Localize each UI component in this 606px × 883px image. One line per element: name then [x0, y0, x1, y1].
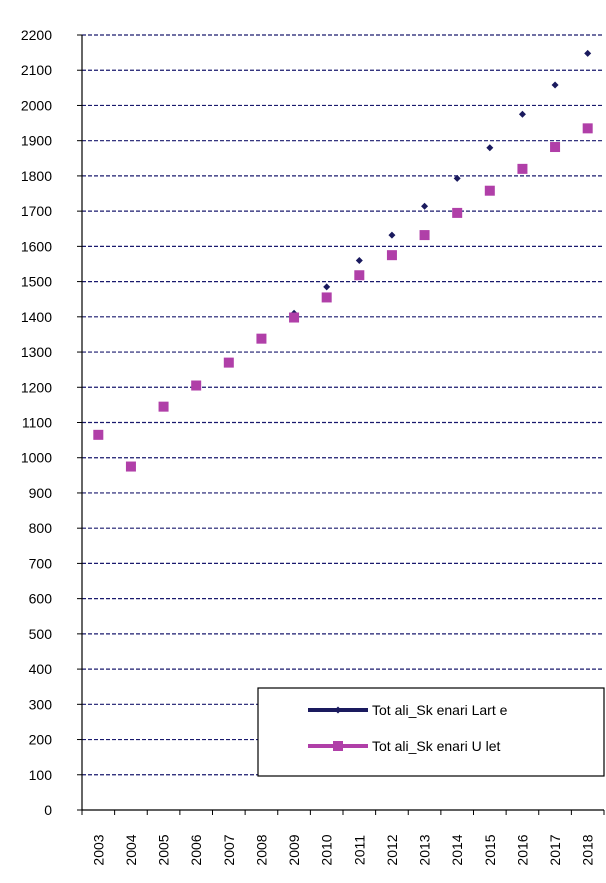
y-tick-label: 900: [29, 485, 53, 501]
x-tick-label: 2009: [286, 834, 302, 865]
y-tick-label: 700: [29, 555, 53, 571]
gridlines: [82, 34, 604, 776]
x-tick-label: 2014: [449, 834, 465, 865]
x-tick-label: 2017: [547, 834, 563, 865]
square-data-point: [158, 401, 169, 412]
square-data-point: [550, 142, 561, 153]
legend-marker: [334, 706, 342, 714]
y-tick-label: 1600: [21, 238, 52, 254]
x-tick-label: 2011: [351, 835, 367, 865]
legend: Tot ali_Sk enari Lart e Tot ali_Sk enari …: [257, 687, 605, 777]
y-tick-label: 2100: [21, 62, 52, 78]
diamond-data-point: [486, 144, 494, 152]
y-tick-label: 1900: [21, 133, 52, 149]
diamond-data-point: [421, 202, 429, 210]
y-tick-label: 2000: [21, 97, 52, 113]
diamond-data-point: [518, 110, 526, 118]
x-tick-label: 2004: [123, 834, 139, 865]
x-tick-label: 2012: [384, 834, 400, 865]
x-tick-label: 2010: [319, 834, 335, 865]
y-tick-label: 500: [29, 626, 53, 642]
series-2: [93, 123, 593, 472]
y-tick-label: 1300: [21, 344, 52, 360]
x-tick-label: 2005: [156, 834, 172, 865]
y-tick-label: 0: [44, 802, 52, 818]
square-data-point: [484, 185, 495, 196]
square-data-point: [289, 312, 300, 323]
legend-entry: Tot ali_Sk enari Lart e: [308, 702, 508, 718]
y-tick-label: 1500: [21, 274, 52, 290]
x-tick-label: 2008: [253, 834, 269, 865]
diamond-data-point: [323, 283, 331, 291]
x-tick-label: 2018: [580, 834, 596, 865]
square-data-point: [321, 292, 332, 303]
series-1: [290, 49, 592, 317]
y-tick-label: 600: [29, 591, 53, 607]
y-tick-label: 1200: [21, 379, 52, 395]
square-data-point: [354, 270, 365, 281]
square-data-point: [582, 123, 593, 134]
diamond-data-point: [453, 174, 461, 182]
y-tick-label: 800: [29, 520, 53, 536]
x-axis-ticks: 2003 2004 2005 2006 2007 2008 2009 2010 2011 2012…: [90, 834, 595, 865]
square-data-point: [517, 163, 528, 174]
x-tick-label: 2007: [221, 834, 237, 865]
y-tick-label: 300: [29, 696, 53, 712]
x-tick-label: 2003: [90, 834, 106, 865]
square-data-point: [191, 380, 202, 391]
y-tick-label: 200: [29, 732, 53, 748]
square-data-point: [223, 357, 234, 368]
diamond-data-point: [551, 81, 559, 89]
y-tick-label: 100: [29, 767, 53, 783]
x-tick-label: 2013: [417, 834, 433, 865]
diamond-data-point: [388, 231, 396, 239]
y-tick-label: 2200: [21, 27, 52, 43]
y-tick-label: 1400: [21, 309, 52, 325]
square-data-point: [125, 461, 136, 472]
legend-entry: Tot ali_Sk enari U let: [308, 738, 501, 754]
square-data-point: [256, 333, 267, 344]
diamond-data-point: [355, 256, 363, 264]
x-tick-label: 2006: [188, 834, 204, 865]
y-tick-label: 1000: [21, 450, 52, 466]
square-data-point: [419, 230, 430, 241]
axes: [77, 34, 605, 815]
x-tick-label: 2016: [514, 834, 530, 865]
legend-marker: [333, 741, 343, 751]
square-data-point: [452, 207, 463, 218]
y-tick-label: 1700: [21, 203, 52, 219]
y-tick-label: 1100: [22, 415, 52, 431]
diamond-data-point: [584, 49, 592, 57]
legend-label: Tot ali_Sk enari Lart e: [372, 702, 508, 718]
y-tick-label: 1800: [21, 168, 52, 184]
legend-box: [257, 687, 605, 777]
x-tick-label: 2015: [482, 834, 498, 865]
y-axis-ticks: 0 100 200 300 400 500 600 700 800 900 1000 1100 1200…: [21, 27, 52, 818]
square-data-point: [93, 429, 104, 440]
y-tick-label: 400: [29, 661, 53, 677]
legend-label: Tot ali_Sk enari U let: [372, 738, 501, 754]
data-series: [93, 49, 593, 472]
square-data-point: [386, 250, 397, 261]
